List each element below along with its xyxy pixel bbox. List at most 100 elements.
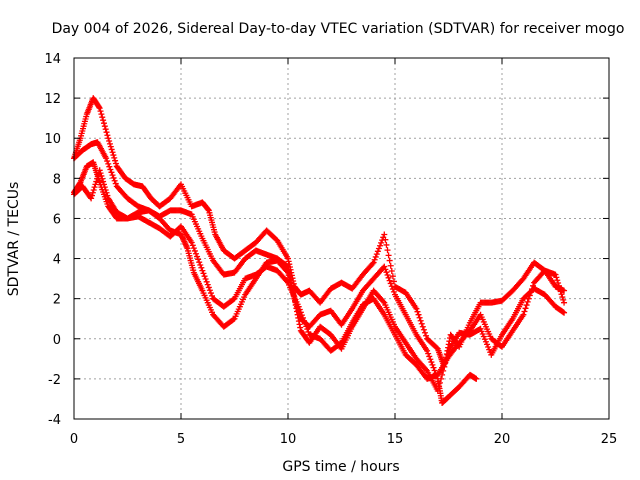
data-point <box>304 326 311 333</box>
y-tick-label: 0 <box>53 333 61 348</box>
data-point <box>528 286 535 293</box>
data-point <box>415 311 422 318</box>
data-point <box>108 146 115 153</box>
data-point <box>98 172 105 179</box>
data-point <box>525 295 532 302</box>
data-point <box>100 117 107 124</box>
data-point <box>99 175 106 182</box>
data-point <box>390 288 397 295</box>
data-point <box>111 177 118 184</box>
data-point <box>378 239 385 246</box>
data-point <box>380 298 387 305</box>
data-point <box>110 152 117 159</box>
data-point <box>96 105 103 112</box>
data-point <box>111 154 118 161</box>
data-point <box>104 192 111 199</box>
data-point <box>416 314 423 321</box>
data-point <box>98 111 105 118</box>
data-point <box>88 192 95 199</box>
data-point <box>526 292 533 299</box>
data-point <box>101 184 108 191</box>
data-point <box>520 311 527 318</box>
data-point <box>419 323 426 330</box>
data-point <box>93 178 100 185</box>
data-point <box>371 256 378 263</box>
data-point <box>420 326 427 333</box>
data-point <box>561 299 568 306</box>
chart-title: Day 004 of 2026, Sidereal Day-to-day VTE… <box>52 21 625 37</box>
data-point <box>372 253 379 260</box>
data-point <box>414 308 421 315</box>
data-point <box>427 356 434 363</box>
data-point <box>102 126 109 133</box>
y-tick-label: -2 <box>48 373 61 388</box>
data-point <box>561 309 568 316</box>
data-point <box>99 114 106 121</box>
data-point <box>112 157 119 164</box>
data-point <box>103 189 110 196</box>
data-point <box>382 236 389 243</box>
data-point <box>110 174 117 181</box>
data-point <box>105 135 112 142</box>
data-point <box>191 247 198 254</box>
data-point <box>438 375 445 382</box>
data-point <box>431 367 438 374</box>
data-point <box>103 155 110 162</box>
data-point <box>386 257 393 264</box>
data-point <box>100 181 107 188</box>
x-tick-label: 20 <box>494 432 511 447</box>
data-point <box>527 289 534 296</box>
y-tick-label: -4 <box>48 413 61 428</box>
data-point <box>561 287 568 294</box>
data-point <box>91 184 98 191</box>
data-point <box>198 264 205 271</box>
data-point <box>100 178 107 185</box>
data-point <box>373 251 380 258</box>
data-point <box>430 364 437 371</box>
data-point <box>369 260 376 267</box>
data-point <box>387 280 394 287</box>
data-point <box>435 383 442 390</box>
data-point <box>377 242 384 249</box>
data-point <box>112 180 119 187</box>
data-point <box>283 268 290 275</box>
data-point <box>557 288 564 295</box>
data-point <box>195 256 202 263</box>
data-point <box>296 306 303 313</box>
data-point <box>230 316 237 323</box>
x-tick-label: 5 <box>177 432 185 447</box>
data-point <box>295 303 302 310</box>
data-point <box>560 296 567 303</box>
x-axis-label: GPS time / hours <box>282 459 399 475</box>
data-point <box>555 282 562 289</box>
data-point <box>522 305 529 312</box>
y-axis-label: SDTVAR / TECUs <box>6 182 22 297</box>
data-point <box>553 274 560 281</box>
data-points <box>71 95 568 406</box>
data-point <box>523 302 530 309</box>
y-tick-label: 10 <box>44 132 61 147</box>
data-point <box>97 108 104 115</box>
data-point <box>388 283 395 290</box>
data-point <box>303 323 310 330</box>
data-point <box>384 272 391 279</box>
data-point <box>530 282 537 289</box>
data-point <box>283 278 290 285</box>
data-point <box>552 271 559 278</box>
data-point <box>473 375 480 382</box>
data-point <box>298 312 305 319</box>
data-point <box>305 328 312 335</box>
data-point <box>384 247 391 254</box>
data-point <box>197 261 204 268</box>
data-point <box>556 285 563 292</box>
data-point <box>383 241 390 248</box>
data-point <box>385 274 392 281</box>
y-tick-label: 6 <box>53 212 61 227</box>
axis-ticks: -4 -2 0 2 4 6 8 10 12 14 0 5 10 15 20 25 <box>44 52 617 447</box>
data-point <box>389 273 396 280</box>
data-point <box>386 277 393 284</box>
data-point <box>382 266 389 273</box>
data-point <box>370 259 377 266</box>
data-point <box>199 267 206 274</box>
data-point <box>387 262 394 269</box>
